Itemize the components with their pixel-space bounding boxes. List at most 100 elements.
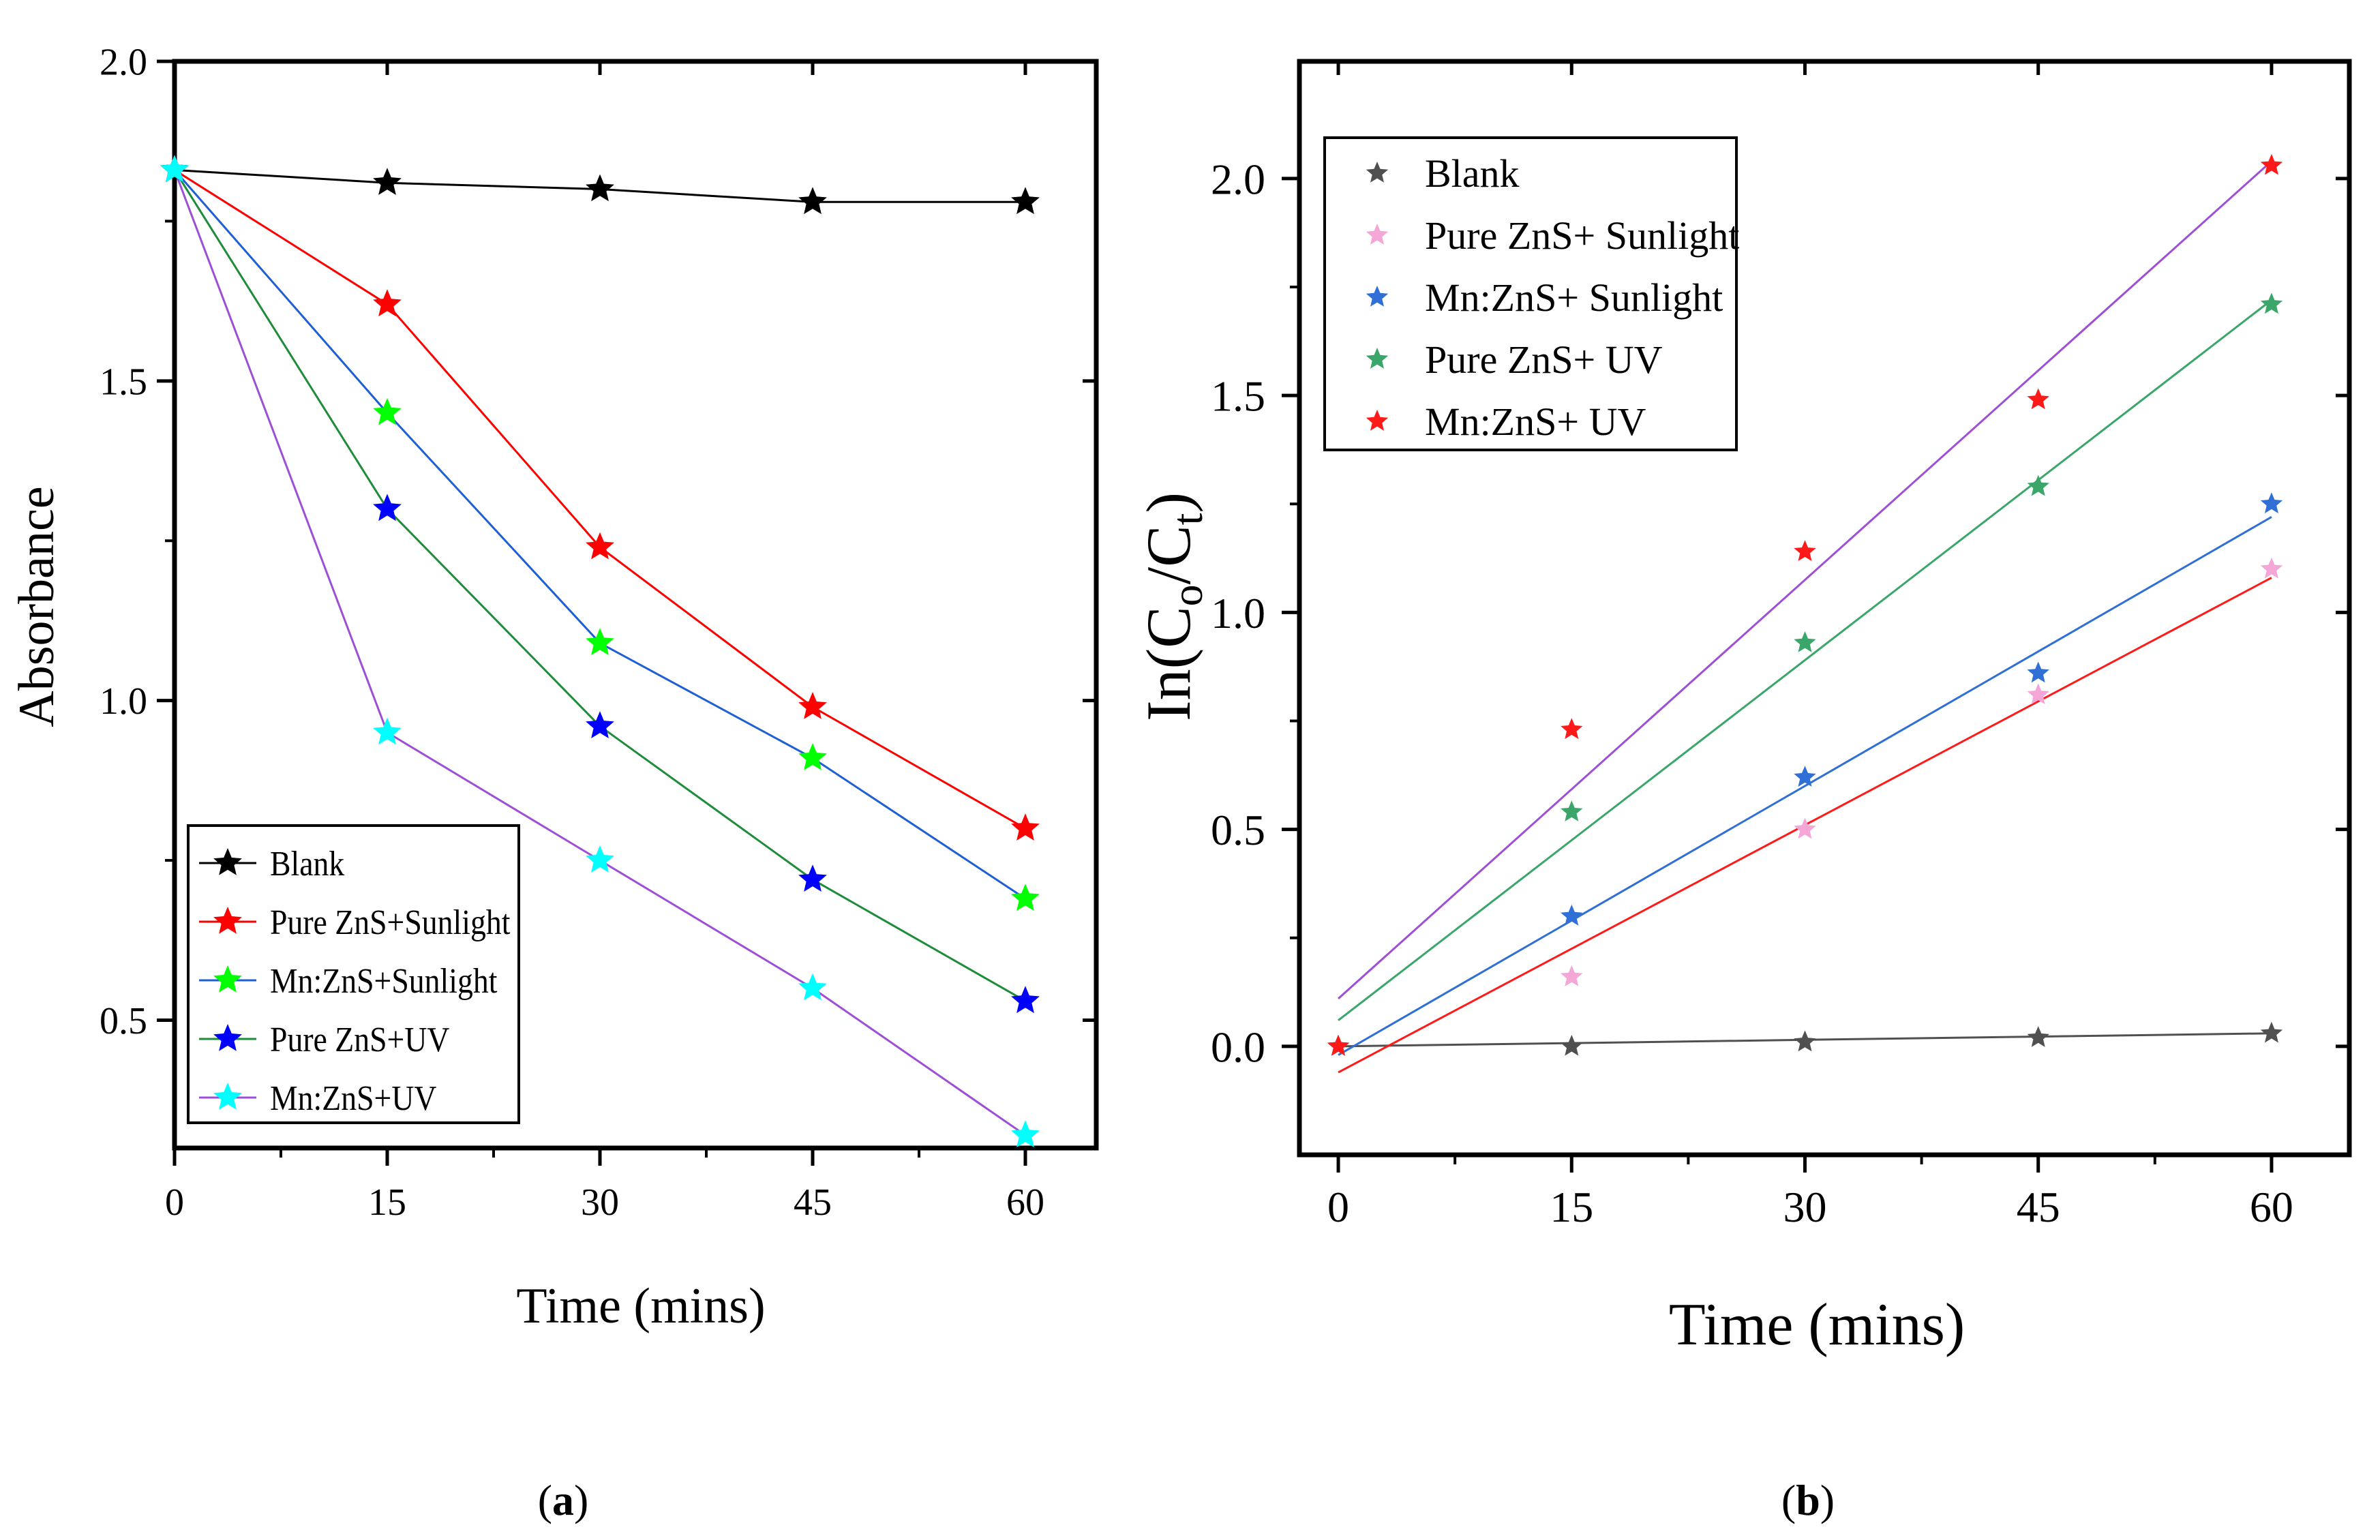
b-point-3-4 [2260,292,2283,314]
b-point-3-2 [1794,631,1816,652]
caption-b-letter: b [1796,1476,1820,1524]
panel-b-y-label-sub-o: o [1163,584,1211,606]
b-fit-line-4 [1338,160,2272,999]
a-x-tick-label: 60 [1006,1181,1044,1224]
b-point-4-2 [1794,540,1816,561]
b-point-1-3 [2027,683,2049,705]
b-point-3-3 [2027,474,2049,496]
b-point-3-1 [1561,800,1583,821]
a-legend-label: Pure ZnS+UV [270,1019,449,1059]
a-point-2-3 [798,743,827,770]
a-x-tick-label: 30 [581,1181,619,1224]
panel-b-x-axis-label: Time (mins) [1669,1292,1965,1358]
b-legend-marker [1366,224,1389,245]
b-legend-marker [1366,348,1389,369]
a-y-tick-label: 1.0 [100,680,147,723]
a-point-0-3 [798,187,827,215]
a-legend-label: Mn:ZnS+UV [270,1078,436,1117]
a-point-1-1 [373,289,402,317]
b-legend-label: Blank [1425,151,1520,196]
panel-b-y-label-sub-t: t [1163,513,1211,525]
b-point-0-3 [2027,1026,2049,1047]
a-point-4-0 [160,155,189,183]
a-legend-marker [213,965,242,993]
a-point-2-2 [586,628,614,656]
b-y-tick-label: 0.0 [1211,1023,1265,1071]
panel-a-legend [187,824,520,1124]
b-point-0-2 [1794,1030,1816,1052]
b-point-4-1 [1561,718,1583,739]
a-legend-marker [213,907,242,934]
b-y-tick-label: 0.5 [1211,806,1265,854]
panel-b-y-tick-labels: 0.0 0.5 1.0 1.5 2.0 [1211,155,1265,1071]
b-legend-marker [1366,162,1389,183]
b-point-2-3 [2027,661,2049,683]
caption-a: (a) [538,1476,589,1524]
b-x-tick-label: 15 [1550,1183,1593,1231]
b-fit-line-3 [1338,299,2272,1021]
panel-b-fit-lines [1338,160,2272,1074]
panel-a-plot-frame [172,59,1099,1151]
panel-b-x-tick-labels: 0 15 30 45 60 [1327,1183,2293,1231]
b-y-tick-label: 2.0 [1211,155,1265,203]
panel-b-legend-items: Blank Pure ZnS+ Sunlight Mn:ZnS+ Sunlight P… [1366,151,1739,444]
a-x-tick-label: 45 [794,1181,832,1224]
a-point-4-4 [1011,1120,1040,1147]
b-point-0-4 [2260,1021,2283,1043]
b-y-tick-label: 1.0 [1211,589,1265,637]
panel-b-y-label-part-1: In(C [1134,606,1203,721]
a-point-3-3 [798,864,827,892]
b-legend-label: Pure ZnS+ UV [1425,337,1663,382]
panel-b-chart: 0.0 0.5 1.0 1.5 2.0 0 15 30 45 60 In(Co/Ct) Time… [1134,59,2352,1358]
panel-a-tick-marks [157,59,1096,1166]
panel-b-legend [1323,136,1738,451]
a-point-0-2 [586,174,614,202]
b-point-1-2 [1794,817,1816,839]
panel-b-y-axis-label: In(Co/Ct) [1134,492,1211,721]
panel-a-chart: 0.5 1.0 1.5 2.0 0 15 30 45 60 Absorbance Time (… [9,42,1099,1334]
b-legend-label: Pure ZnS+ Sunlight [1425,213,1739,258]
b-legend-label: Mn:ZnS+ Sunlight [1425,275,1723,320]
b-point-4-3 [2027,388,2049,410]
a-point-3-4 [1011,986,1040,1014]
a-point-4-1 [373,717,402,745]
b-point-1-4 [2260,557,2283,579]
b-point-2-4 [2260,492,2283,513]
b-fit-line-2 [1338,516,2272,1056]
panel-b-y-label-part-2: /C [1134,525,1203,584]
a-legend-label: Mn:ZnS+Sunlight [270,961,498,1000]
a-y-tick-label: 2.0 [100,42,147,84]
b-x-tick-label: 45 [2017,1183,2060,1231]
a-point-1-4 [1011,813,1040,841]
a-y-tick-label: 1.5 [100,361,147,403]
b-point-1-1 [1561,965,1583,986]
b-legend-label: Mn:ZnS+ UV [1425,399,1646,444]
b-legend-marker [1366,286,1389,307]
b-point-4-4 [2260,153,2283,175]
panel-a-x-axis-label: Time (mins) [516,1278,765,1334]
panel-b-plot-frame [1297,59,2352,1158]
a-y-tick-label: 0.5 [100,1000,147,1042]
a-point-2-4 [1011,884,1040,911]
a-legend-marker [213,848,242,875]
a-point-4-2 [586,845,614,873]
a-legend-label: Blank [270,843,345,883]
b-legend-marker [1366,410,1389,431]
panel-b-y-label-part-3: ) [1134,492,1203,513]
a-legend-label: Pure ZnS+Sunlight [270,902,511,941]
a-point-4-3 [798,973,827,1001]
panel-a-series-markers [160,155,1040,1147]
a-legend-marker [213,1083,242,1110]
caption-b: (b) [1781,1476,1835,1524]
b-x-tick-label: 30 [1783,1183,1826,1231]
a-point-0-4 [1011,187,1040,215]
b-point-0-1 [1561,1034,1583,1056]
a-point-3-2 [586,711,614,738]
b-x-tick-label: 0 [1327,1183,1349,1231]
panel-a-legend-items: Blank Pure ZnS+Sunlight Mn:ZnS+Sunlight Pur… [199,843,511,1118]
a-x-tick-label: 15 [368,1181,406,1224]
panel-a-x-tick-labels: 0 15 30 45 60 [165,1181,1044,1224]
a-point-1-2 [586,532,614,560]
b-point-4-0 [1327,1034,1350,1056]
b-point-2-2 [1794,766,1816,787]
